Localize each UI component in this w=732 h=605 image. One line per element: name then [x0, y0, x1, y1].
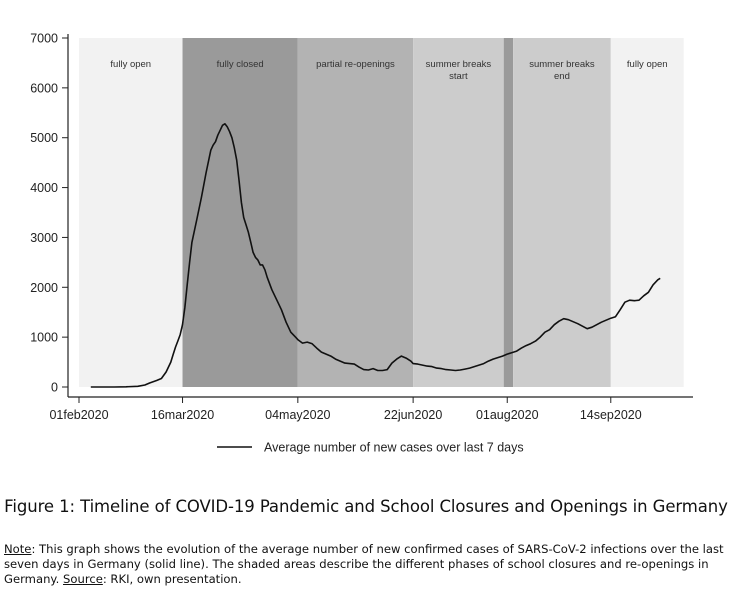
phase-band-2 [297, 38, 414, 387]
phase-band-5 [513, 38, 611, 387]
x-tick-label: 01feb2020 [49, 408, 108, 422]
phase-label: fully closed [217, 59, 264, 70]
phase-label: summer breaks [426, 59, 492, 70]
y-ticks: 0 1000 2000 3000 4000 5000 6000 7000 [30, 32, 68, 395]
y-tick-label: 6000 [30, 81, 58, 95]
phase-band-0 [79, 38, 183, 387]
series-layer [90, 123, 661, 388]
y-tick-label: 7000 [30, 32, 58, 46]
phase-band-1 [182, 38, 298, 387]
phase-label: fully open [627, 59, 668, 70]
legend-label: Average number of new cases over last 7 … [264, 441, 524, 455]
note-label: Note [4, 542, 32, 556]
y-tick-label: 1000 [30, 331, 58, 345]
source-text: : RKI, own presentation. [102, 572, 242, 587]
chart: fully open fully closed partial re-opening… [30, 32, 693, 455]
legend: Average number of new cases over last 7 … [217, 441, 524, 455]
y-tick-label: 0 [51, 381, 58, 395]
y-tick-label: 2000 [30, 281, 58, 295]
x-tick-label: 22jun2020 [384, 408, 442, 422]
phase-labels: fully open fully closed partial re-opening… [110, 59, 667, 82]
series-line-0 [90, 123, 661, 388]
phase-label: partial re-openings [316, 59, 395, 70]
y-tick-label: 5000 [30, 131, 58, 145]
x-tick-label: 01aug2020 [476, 408, 539, 422]
source-label: Source [63, 572, 103, 587]
y-tick-label: 4000 [30, 181, 58, 195]
y-tick-label: 3000 [30, 231, 58, 245]
figure-note: Note: This graph shows the evolution of … [4, 542, 724, 588]
phase-label: end [554, 71, 570, 82]
note-text: : This graph shows the evolution of the … [4, 542, 724, 587]
phase-band-4 [503, 38, 514, 387]
axes [67, 34, 693, 398]
figure-caption: Figure 1: Timeline of COVID-19 Pandemic … [4, 497, 728, 516]
phase-label: start [449, 71, 468, 82]
x-tick-label: 14sep2020 [580, 408, 642, 422]
phase-label: summer breaks [529, 59, 595, 70]
phase-band-6 [610, 38, 684, 387]
phase-band-3 [413, 38, 504, 387]
phase-bands [79, 38, 684, 387]
x-tick-label: 16mar2020 [151, 408, 214, 422]
x-ticks: 01feb2020 16mar2020 04may2020 22jun2020 01au… [49, 397, 642, 422]
x-tick-label: 04may2020 [265, 408, 330, 422]
phase-label: fully open [110, 59, 151, 70]
